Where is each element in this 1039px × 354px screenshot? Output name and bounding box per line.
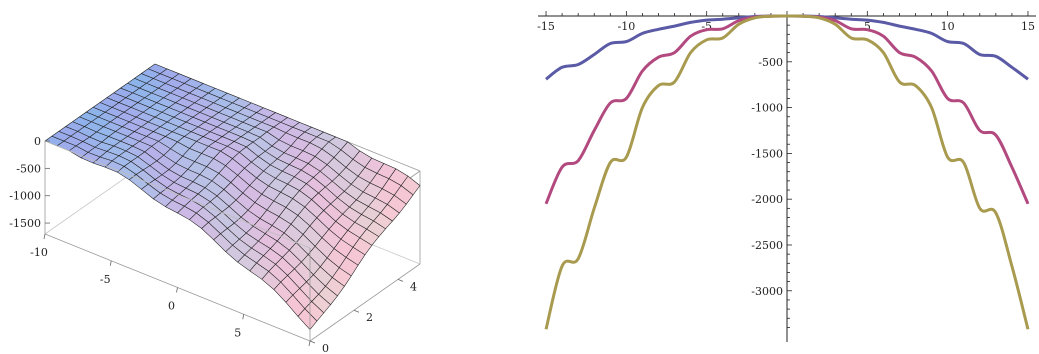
x-tick-mark	[242, 314, 245, 320]
x-tick-label: -10	[617, 20, 635, 33]
x-tick-label: 5	[864, 20, 871, 33]
box-edge	[44, 140, 311, 249]
x-tick-label: -5	[100, 273, 111, 286]
surface-patch	[297, 308, 318, 331]
x-tick-label: 10	[941, 20, 955, 33]
z-tick-label: -1500	[9, 217, 41, 230]
x-tick-label: 0	[168, 300, 175, 313]
line-chart-axes: -15 -10 -5 5 10 15 -500 -1000 -1500 -2000 -2500 -30…	[537, 11, 1036, 342]
x-tick-label: 15	[1021, 20, 1035, 33]
y-tick-label: 0	[322, 342, 329, 354]
z-tick-label: -500	[16, 162, 41, 175]
series-line-3	[544, 14, 1030, 330]
x-tick-mark	[176, 287, 178, 293]
x-tick-label: -15	[537, 20, 555, 33]
y-tick-mark	[309, 340, 316, 344]
x-tick-label: 5	[234, 326, 241, 339]
x-tick-mark	[308, 340, 311, 347]
y-tick-mark	[397, 279, 404, 282]
line-chart: -15 -10 -5 5 10 15 -500 -1000 -1500 -2000 -2500 -30…	[537, 11, 1036, 342]
y-tick-label: 4	[410, 280, 417, 293]
surface-mesh	[44, 63, 421, 331]
x-tick-label: -5	[701, 20, 712, 33]
x-tick-mark	[43, 233, 46, 240]
z-tick-label: 0	[34, 135, 41, 148]
y-tick-label: -1500	[751, 147, 783, 160]
y-tick-label: -1000	[751, 102, 783, 115]
y-tick-label: 2	[366, 311, 373, 324]
y-tick-mark	[353, 309, 360, 313]
y-tick-label: -2000	[751, 193, 783, 206]
line-chart-series	[544, 14, 1030, 330]
x-tick-mark	[109, 260, 112, 266]
y-tick-label: -2500	[751, 239, 783, 252]
surface-plot-3d: 0-500-1000-1500-10-50510024	[9, 63, 421, 354]
z-tick-label: -1000	[9, 190, 41, 203]
box-edge	[309, 263, 421, 342]
y-tick-label: -3000	[751, 285, 783, 298]
x-tick-label: -10	[30, 246, 48, 259]
y-tick-label: -500	[758, 56, 783, 69]
